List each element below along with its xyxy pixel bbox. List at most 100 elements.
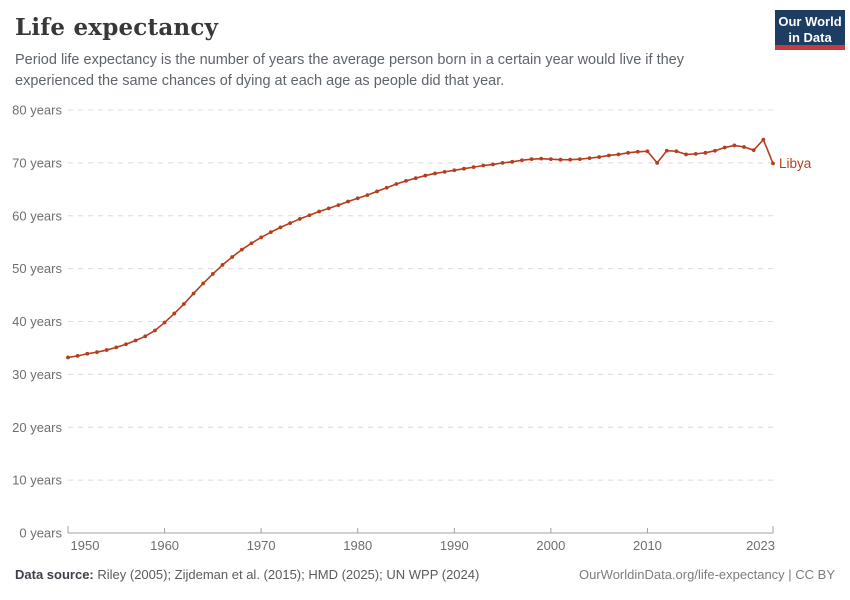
data-point <box>423 173 428 178</box>
data-point <box>606 153 611 158</box>
data-point <box>404 178 408 183</box>
data-point <box>452 168 457 173</box>
data-point <box>153 328 157 333</box>
chart-subtitle: Period life expectancy is the number of … <box>15 52 684 89</box>
data-point <box>114 345 119 350</box>
data-point <box>259 235 264 240</box>
page-title: Life expectancy <box>15 14 219 41</box>
data-point <box>500 160 505 165</box>
data-point <box>693 151 698 156</box>
data-point <box>239 247 244 252</box>
data-point <box>133 338 138 343</box>
data-point <box>481 163 486 168</box>
data-point <box>520 158 524 163</box>
data-point <box>307 213 312 218</box>
data-point <box>713 148 717 153</box>
data-point <box>491 162 495 167</box>
y-axis-tick-label: 60 years <box>12 208 62 223</box>
data-point <box>462 166 466 171</box>
data-point <box>684 152 688 157</box>
data-point <box>384 185 389 190</box>
data-point <box>548 157 553 162</box>
data-point <box>365 193 370 198</box>
series-end-label: Libya <box>779 156 812 171</box>
data-point <box>539 156 544 161</box>
x-axis-tick-label: 1950 <box>71 538 100 553</box>
owid-logo[interactable]: Our World in Data <box>775 10 845 50</box>
data-point <box>626 150 631 155</box>
data-point <box>172 311 177 316</box>
data-point <box>616 152 621 157</box>
data-point <box>288 221 293 226</box>
data-point <box>645 149 650 154</box>
data-point <box>124 342 128 347</box>
data-point <box>181 302 186 306</box>
data-point <box>471 165 476 170</box>
x-axis-tick-label: 1980 <box>343 538 372 553</box>
data-point <box>674 149 679 154</box>
x-axis-tick-label: 2010 <box>633 538 662 553</box>
y-axis-tick-label: 20 years <box>12 420 62 435</box>
data-point <box>433 171 437 176</box>
chart-footer: Data source: Riley (2005); Zijdeman et a… <box>15 567 835 582</box>
data-point <box>558 157 563 162</box>
data-point <box>355 196 360 201</box>
chart-header: Life expectancy Period life expectancy i… <box>15 14 835 91</box>
data-point <box>664 148 669 153</box>
data-point <box>249 241 254 246</box>
data-point <box>635 149 640 154</box>
y-axis-tick-label: 70 years <box>12 155 62 170</box>
data-point <box>336 203 341 208</box>
data-point <box>375 189 379 194</box>
data-point <box>413 176 418 181</box>
owid-logo-line1: Our World <box>778 14 842 29</box>
data-point <box>75 353 80 358</box>
data-point <box>761 137 766 142</box>
data-point <box>703 150 708 155</box>
data-point <box>510 159 515 164</box>
x-axis-tick-label: 1960 <box>150 538 179 553</box>
data-point <box>394 182 399 186</box>
data-point <box>326 206 331 211</box>
y-axis-tick-label: 40 years <box>12 314 62 329</box>
data-point <box>95 350 99 355</box>
data-source-label: Data source: <box>15 567 94 582</box>
data-point <box>771 161 775 166</box>
x-axis-tick-label: 1990 <box>440 538 469 553</box>
owid-logo-line2: in Data <box>788 30 832 46</box>
data-point <box>230 255 235 259</box>
data-point <box>529 157 534 162</box>
data-source-note: Data source: Riley (2005); Zijdeman et a… <box>15 567 479 582</box>
data-point <box>732 143 737 148</box>
data-point <box>742 145 746 149</box>
data-point <box>346 199 350 204</box>
data-point <box>655 160 660 165</box>
data-point <box>751 148 756 153</box>
data-point <box>210 272 215 276</box>
data-point <box>597 155 602 159</box>
data-point <box>66 355 70 360</box>
x-axis-tick-label: 1970 <box>247 538 276 553</box>
data-point <box>442 169 447 174</box>
data-point <box>317 209 321 214</box>
data-point <box>722 145 727 150</box>
owid-link[interactable]: OurWorldinData.org/life-expectancy | CC … <box>578 567 835 582</box>
data-point <box>201 281 206 286</box>
data-point <box>143 334 148 339</box>
y-axis-tick-label: 50 years <box>12 261 62 276</box>
x-axis-tick-label: 2000 <box>536 538 565 553</box>
data-point <box>162 320 167 325</box>
y-axis-tick-label: 0 years <box>19 526 62 541</box>
data-point <box>220 263 225 267</box>
data-point <box>104 348 109 352</box>
data-point <box>278 225 283 230</box>
life-expectancy-line <box>67 138 774 359</box>
y-axis-tick-label: 30 years <box>12 367 62 382</box>
data-point <box>568 157 573 162</box>
data-point <box>85 351 90 356</box>
data-point <box>191 291 196 296</box>
data-point <box>577 157 582 162</box>
data-point <box>268 230 273 235</box>
y-axis-tick-label: 10 years <box>12 473 62 488</box>
